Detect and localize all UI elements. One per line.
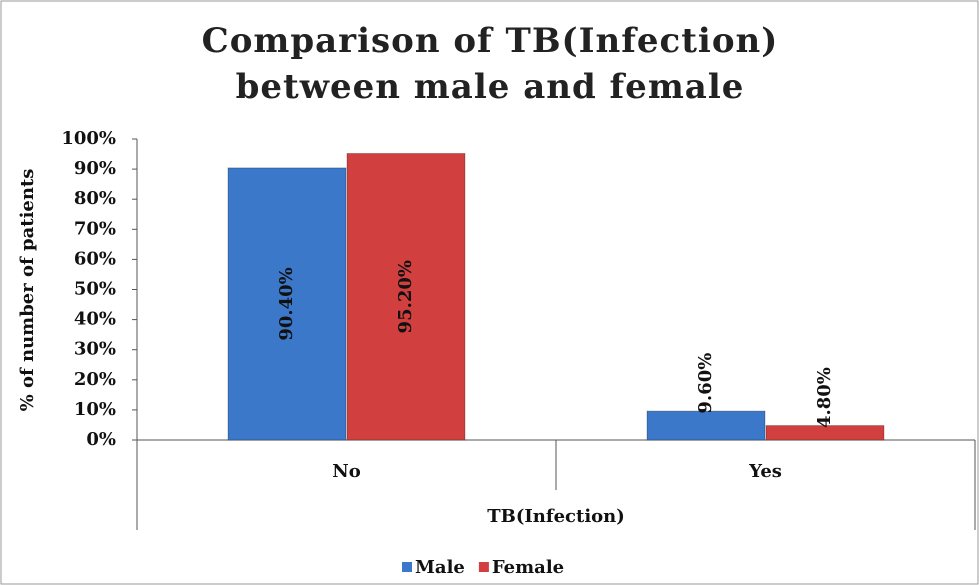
- y-tick-label: 20%: [74, 369, 116, 390]
- x-tick-label: No: [332, 461, 360, 482]
- y-axis-title: % of number of patients: [17, 169, 38, 412]
- data-label: 9.60%: [695, 353, 716, 414]
- y-tick-label: 80%: [74, 188, 116, 209]
- y-tick-label: 60%: [74, 248, 116, 269]
- x-tick-label: Yes: [748, 461, 782, 482]
- bar: [765, 425, 885, 441]
- data-label: 4.80%: [814, 367, 835, 428]
- legend-swatch: [402, 562, 412, 572]
- chart-title: Comparison of TB(Infection) between male…: [201, 21, 779, 107]
- bar: [646, 410, 766, 441]
- bar: [227, 167, 347, 441]
- data-label: 90.40%: [276, 267, 297, 340]
- data-label: 95.20%: [395, 260, 416, 333]
- y-tick-label: 70%: [74, 218, 116, 239]
- y-tick-label: 10%: [74, 399, 116, 420]
- y-tick-label: 0%: [86, 429, 116, 450]
- y-tick-label: 50%: [74, 279, 116, 300]
- y-tick-label: 30%: [74, 339, 116, 360]
- legend-label: Male: [415, 557, 465, 578]
- bar: [346, 152, 466, 441]
- legend-swatch: [478, 562, 489, 572]
- y-tick-label: 40%: [74, 309, 116, 330]
- y-tick-label: 100%: [61, 128, 116, 149]
- legend-label: Female: [492, 557, 564, 578]
- y-tick-label: 90%: [74, 158, 116, 179]
- x-axis-title: TB(Infection): [487, 506, 625, 527]
